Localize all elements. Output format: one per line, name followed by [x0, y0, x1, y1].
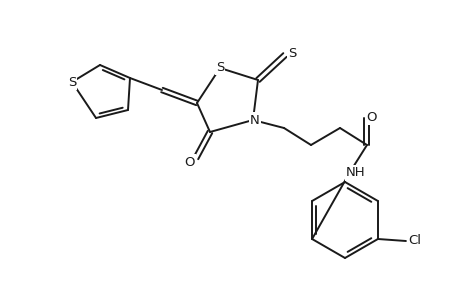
Text: S: S — [215, 61, 224, 74]
Text: O: O — [366, 110, 376, 124]
Text: S: S — [67, 76, 76, 88]
Text: S: S — [287, 46, 296, 59]
Text: NH: NH — [346, 167, 365, 179]
Text: Cl: Cl — [408, 235, 420, 248]
Text: N: N — [250, 113, 259, 127]
Text: O: O — [185, 155, 195, 169]
